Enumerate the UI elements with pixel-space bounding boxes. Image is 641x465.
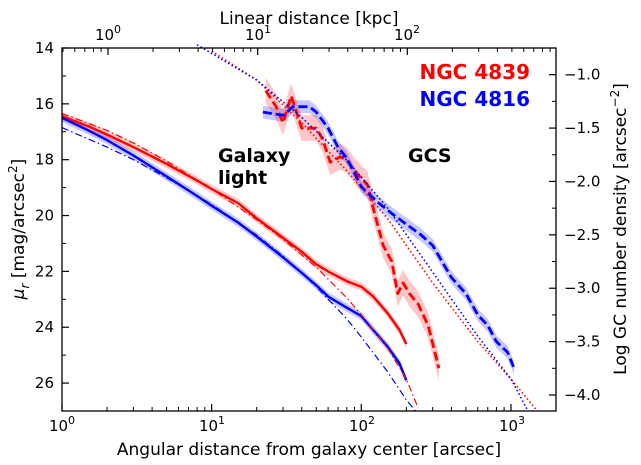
y-left-tick-labels: 14 16 18 20 22 24 26: [35, 39, 54, 392]
y-left-tick-label: 24: [35, 318, 54, 336]
series-ngc-4816-galaxy-light-model: [61, 127, 416, 412]
y-right-tick-label: −2.5: [564, 226, 600, 244]
series-ngc-4816-gcs-band: [262, 100, 515, 375]
x-tick-label: 102: [349, 414, 375, 435]
series-ngc-4816-gcs-model: [196, 44, 529, 412]
y-left-tick-label: 20: [35, 207, 54, 225]
y-right-tick-label: −3.5: [564, 333, 600, 351]
x-tick-label: 101: [199, 414, 225, 435]
y-left-axis-label: μr [mag/arcsec2]: [6, 159, 32, 301]
series-ngc-4839-galaxy-light-model: [61, 113, 419, 409]
series-ngc-4816-gcs: [262, 105, 516, 369]
y-right-tick-labels: −1.0 −1.5 −2.0 −2.5 −3.0 −3.5 −4.0: [564, 66, 600, 404]
legend-entry-ngc4839: NGC 4839: [420, 60, 530, 84]
plot-frame: [61, 47, 557, 412]
y-right-tick-label: −1.5: [564, 119, 600, 137]
y-right-tick-label: −2.0: [564, 172, 600, 190]
annotation-gcs: GCS: [408, 145, 452, 167]
y-left-tick-label: 22: [35, 262, 54, 280]
top-x-tick-label: 100: [95, 23, 121, 44]
x-tick-label: 100: [49, 414, 75, 435]
series-ngc-4839-galaxy-light: [61, 115, 408, 345]
y-right-tick-label: −3.0: [564, 279, 600, 297]
axis-ticks: [61, 47, 557, 412]
x-tick-label: 103: [499, 414, 525, 435]
uncertainty-bands: [62, 77, 515, 385]
y-right-axis-label: Log GC number density [arcsec−2]: [608, 83, 631, 375]
y-right-tick-label: −1.0: [564, 66, 600, 84]
annotation-light: light: [218, 167, 267, 189]
annotation-galaxy: Galaxy: [218, 145, 291, 167]
x-axis-label: Angular distance from galaxy center [arc…: [117, 440, 501, 460]
y-left-tick-label: 16: [35, 95, 54, 113]
y-left-tick-label: 26: [35, 374, 54, 392]
y-left-tick-label: 18: [35, 151, 54, 169]
y-right-tick-label: −4.0: [564, 386, 600, 404]
legend-entry-ngc4816: NGC 4816: [420, 87, 530, 111]
series-lines: [61, 44, 538, 412]
top-x-axis-label: Linear distance [kpc]: [220, 9, 399, 29]
series-ngc-4839-gcs-model: [211, 50, 538, 412]
y-left-tick-label: 14: [35, 39, 54, 57]
